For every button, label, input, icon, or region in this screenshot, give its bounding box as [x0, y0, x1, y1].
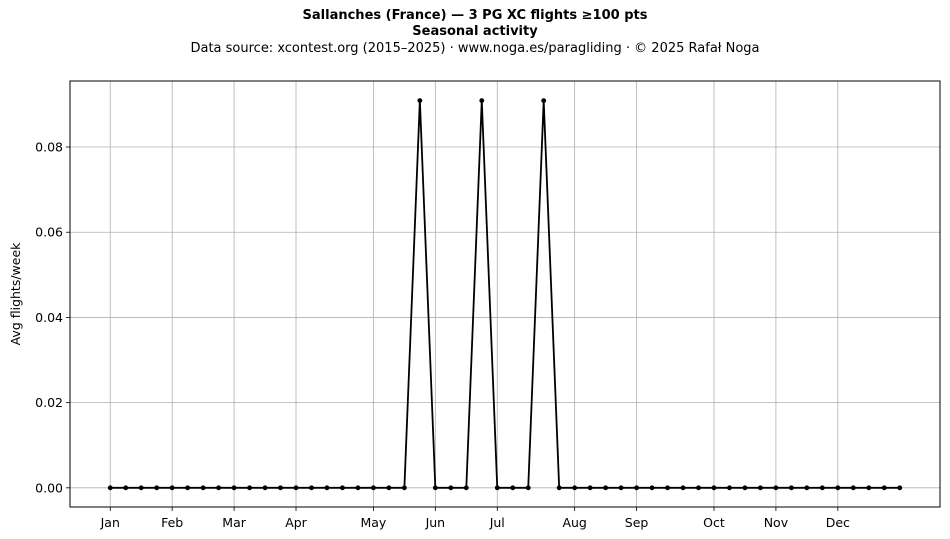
data-point	[169, 485, 175, 491]
data-point	[773, 485, 779, 491]
data-point	[835, 485, 841, 491]
data-point	[432, 485, 438, 491]
data-point	[278, 485, 283, 491]
data-point	[231, 485, 237, 491]
x-tick-label: Jan	[100, 515, 120, 530]
data-point	[340, 485, 345, 491]
data-point	[897, 485, 903, 491]
data-point	[649, 485, 655, 491]
data-point	[417, 98, 423, 103]
data-point	[587, 485, 593, 491]
x-tick-label: May	[360, 515, 386, 530]
data-point	[401, 485, 407, 491]
y-tick-label: 0.06	[35, 225, 63, 240]
series-line	[110, 99, 900, 489]
chart-source-note: Data source: xcontest.org (2015–2025) · …	[190, 41, 760, 56]
data-point	[123, 485, 129, 491]
x-tick-label: Nov	[764, 515, 789, 530]
y-tick-label: 0.02	[35, 395, 63, 410]
data-point	[510, 485, 516, 491]
y-axis-label: Avg flights/week	[8, 242, 23, 346]
y-axis: 0.00 0.02 0.04 0.06 0.08	[35, 140, 70, 495]
data-point	[634, 485, 639, 491]
data-point	[386, 485, 392, 491]
x-tick-label: Apr	[285, 515, 307, 530]
data-point	[138, 485, 144, 491]
data-point	[309, 485, 314, 491]
x-tick-label: Oct	[703, 515, 725, 530]
x-tick-label: Aug	[562, 515, 586, 530]
data-point	[742, 485, 748, 491]
data-point	[665, 485, 670, 491]
data-point	[463, 485, 469, 491]
chart-titles: Sallanches (France) — 3 PG XC flights ≥1…	[0, 8, 950, 58]
data-point	[618, 485, 624, 491]
data-point	[355, 485, 361, 491]
data-point	[200, 485, 206, 491]
chart-subtitle: Seasonal activity	[412, 24, 538, 39]
data-point	[680, 485, 686, 491]
x-tick-label: Feb	[161, 515, 183, 530]
x-tick-label: Dec	[826, 515, 850, 530]
data-point	[525, 485, 531, 491]
data-point	[696, 485, 701, 491]
data-point	[603, 485, 609, 491]
x-tick-label: Jun	[425, 515, 446, 530]
grid-lines	[70, 81, 940, 507]
data-point	[107, 485, 113, 491]
data-point	[371, 485, 376, 491]
plot-frame	[69, 80, 941, 508]
data-point	[881, 485, 887, 491]
x-tick-label: Jul	[489, 515, 505, 530]
chart-title: Sallanches (France) — 3 PG XC flights ≥1…	[302, 8, 648, 23]
y-tick-label: 0.08	[35, 140, 63, 155]
data-point	[711, 485, 717, 491]
y-tick-label: 0.04	[35, 310, 63, 325]
data-point	[494, 485, 500, 491]
series-layer	[107, 98, 903, 491]
data-point	[556, 485, 562, 491]
data-point	[185, 485, 191, 491]
data-point	[541, 98, 547, 103]
data-point	[727, 485, 732, 491]
data-point	[262, 485, 268, 491]
data-point	[866, 485, 872, 491]
y-tick-label: 0.00	[35, 480, 63, 495]
data-point	[324, 485, 330, 491]
data-point	[293, 485, 299, 491]
data-point	[572, 485, 578, 491]
data-point	[758, 485, 763, 491]
x-tick-label: Mar	[222, 515, 246, 530]
data-point	[216, 485, 222, 491]
data-point	[247, 485, 252, 491]
x-axis: Jan Feb Mar Apr May Jun Jul Aug Sep Oct Nov Dec	[100, 507, 850, 530]
data-point	[819, 485, 825, 491]
x-tick-label: Sep	[625, 515, 649, 530]
data-point	[448, 485, 454, 491]
data-point	[850, 485, 856, 491]
data-point	[479, 98, 485, 103]
data-point	[804, 485, 810, 491]
data-point	[788, 485, 794, 491]
data-point	[154, 485, 160, 491]
